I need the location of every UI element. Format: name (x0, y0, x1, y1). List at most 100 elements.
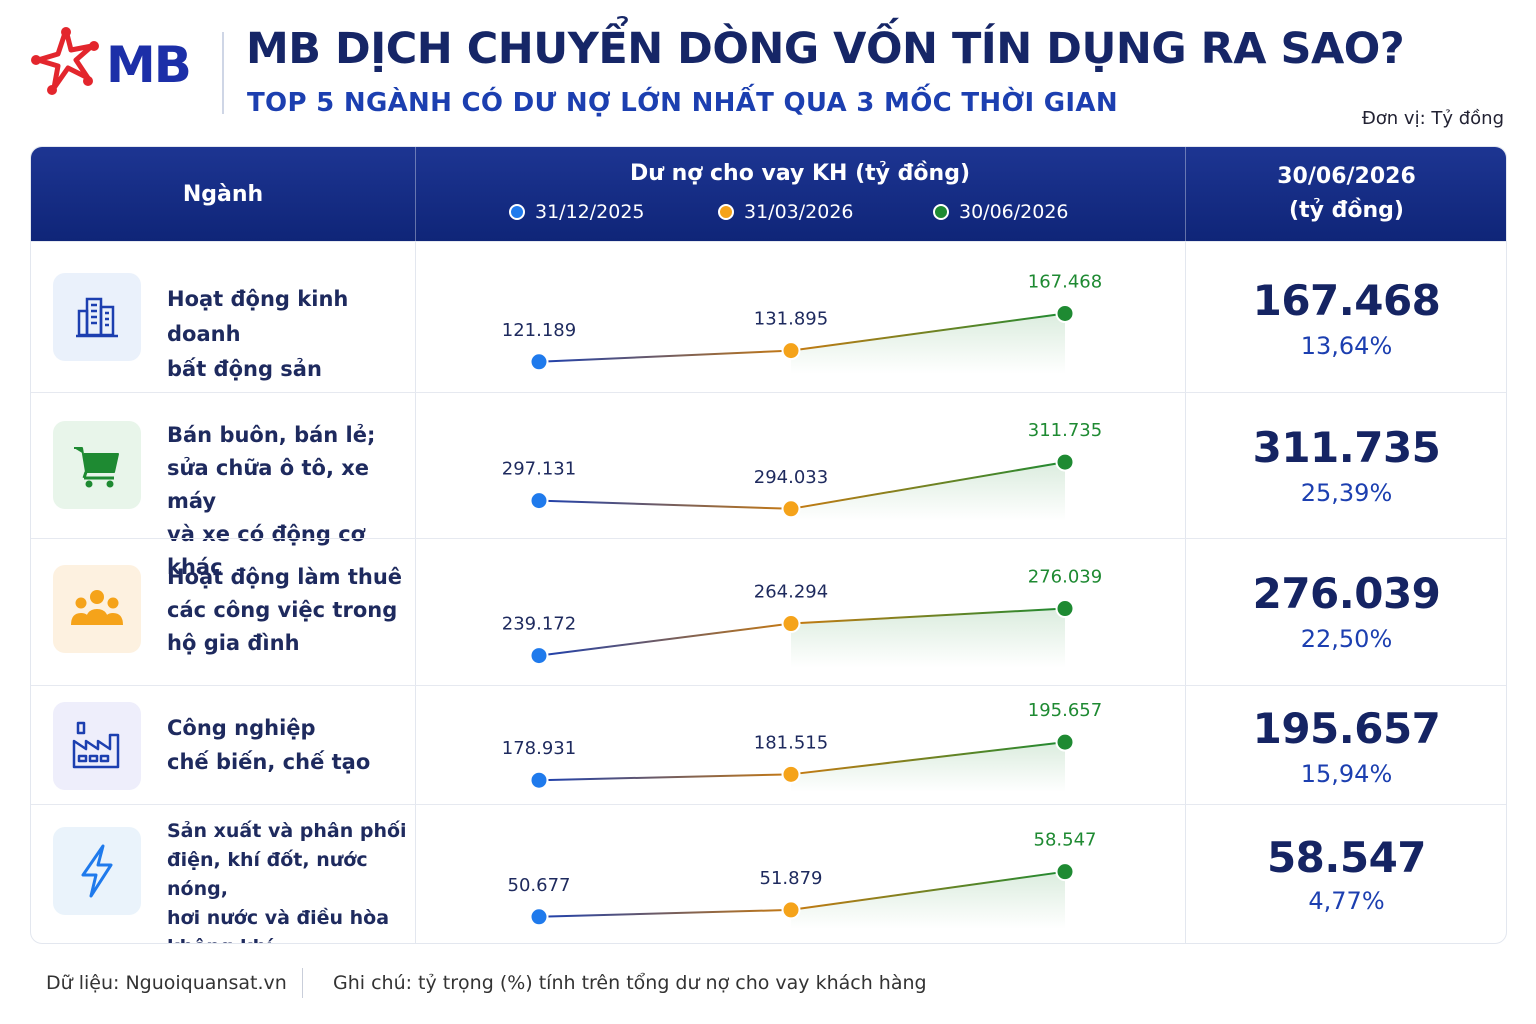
legend-label: 30/06/2026 (959, 201, 1069, 223)
table-row: Hoạt động làm thuê các công việc trong h… (31, 538, 1506, 685)
column-divider (1185, 241, 1186, 943)
sector-label: Sản xuất và phân phối điện, khí đốt, nướ… (167, 817, 412, 943)
header-value-date: 30/06/2026 (1277, 164, 1416, 189)
share-percent: 22,50% (1300, 625, 1393, 653)
sector-label-line: Công nghiệp (167, 716, 316, 740)
sector-icon-box (53, 827, 141, 915)
series-area (791, 608, 1065, 668)
data-point (529, 770, 549, 790)
header-chart: Dư nợ cho vay KH (tỷ đồng) 31/12/2025 31… (415, 147, 1185, 241)
data-point (1055, 732, 1075, 752)
page-title: MB DỊCH CHUYỂN DÒNG VỐN TÍN DỤNG RA SAO? (246, 24, 1405, 74)
sector-label-line: bất động sản (167, 357, 322, 381)
data-point (781, 900, 801, 920)
legend-item-period-3: 30/06/2026 (933, 201, 1069, 223)
header: MB MB DỊCH CHUYỂN DÒNG VỐN TÍN DỤNG RA S… (0, 0, 1536, 140)
header-value: 30/06/2026 (tỷ đồng) (1185, 147, 1506, 241)
latest-value: 195.657 (1252, 704, 1441, 753)
unit-label: Đơn vị: Tỷ đồng (1361, 108, 1504, 129)
sector-icon-box (53, 421, 141, 509)
legend-dot-green (933, 204, 949, 220)
data-label: 276.039 (1028, 567, 1102, 588)
sector-label-line: không khí (167, 933, 412, 943)
source-note: Dữ liệu: Nguoiquansat.vn (46, 972, 287, 994)
series-line-segment (538, 499, 792, 510)
data-label: 58.547 (1034, 830, 1097, 851)
table-row: Sản xuất và phân phối điện, khí đốt, nướ… (31, 804, 1506, 943)
sector-label-line: Hoạt động kinh doanh (167, 287, 349, 346)
sector-label-line: Sản xuất và phân phối (167, 820, 407, 842)
sector-label-line: chế biến, chế tạo (167, 750, 371, 774)
header-value-unit: (tỷ đồng) (1289, 198, 1404, 223)
series-line-segment (538, 349, 792, 363)
series-area (791, 462, 1065, 521)
table-row: Hoạt động kinh doanh bất động sản 167.46… (31, 241, 1506, 392)
data-label: 121.189 (502, 320, 576, 341)
data-label: 51.879 (760, 868, 823, 889)
share-percent: 25,39% (1300, 479, 1393, 507)
chart-legend: 31/12/2025 31/03/2026 30/06/2026 (415, 201, 1185, 225)
data-point (1055, 599, 1075, 619)
data-label: 239.172 (502, 614, 576, 635)
sector-label-line: Hoạt động làm thuê (167, 565, 403, 589)
people-icon (71, 590, 123, 625)
series-area (791, 742, 1065, 793)
logo-text: MB (106, 36, 192, 94)
sector-label: Hoạt động làm thuê các công việc trong h… (167, 561, 407, 660)
data-label: 178.931 (502, 738, 576, 759)
series-line-segment (538, 773, 792, 782)
header-sector: Ngành (182, 181, 264, 207)
lightning-icon (81, 844, 113, 898)
page-subtitle: TOP 5 NGÀNH CÓ DƯ NỢ LỚN NHẤT QUA 3 MỐC … (247, 88, 1118, 118)
sector-label-line: sửa chữa ô tô, xe máy (167, 456, 370, 513)
footer-divider (302, 968, 303, 998)
sector-icon-box (53, 702, 141, 790)
mb-star-logo-icon (31, 27, 99, 95)
legend-label: 31/12/2025 (535, 201, 645, 223)
data-point (1055, 452, 1075, 472)
table-header: Ngành Dư nợ cho vay KH (tỷ đồng) 31/12/2… (31, 147, 1506, 241)
data-point (781, 341, 801, 361)
legend-item-period-2: 31/03/2026 (718, 201, 854, 223)
data-point (529, 907, 549, 927)
sector-label: Hoạt động kinh doanh bất động sản (167, 282, 407, 387)
share-percent: 13,64% (1300, 332, 1393, 360)
sector-icon-box (53, 565, 141, 653)
header-divider (1185, 147, 1186, 241)
data-label: 181.515 (754, 732, 828, 753)
sector-label-line: các công việc trong (167, 598, 398, 622)
data-point (529, 491, 549, 511)
data-label: 294.033 (754, 467, 828, 488)
data-label: 311.735 (1028, 420, 1102, 441)
factory-icon (72, 721, 120, 769)
footnote: Ghi chú: tỷ trọng (%) tính trên tổng dư … (333, 972, 927, 994)
series-line-segment (538, 622, 792, 657)
legend-label: 31/03/2026 (744, 201, 854, 223)
table-row: Công nghiệp chế biến, chế tạo 195.657 15… (31, 685, 1506, 804)
series-line-segment (790, 741, 1066, 776)
header-divider (222, 32, 224, 114)
data-point (781, 499, 801, 519)
sector-label: Bán buôn, bán lẻ; sửa chữa ô tô, xe máy … (167, 419, 407, 584)
sector-label-line: hơi nước và điều hòa (167, 907, 390, 929)
data-label: 131.895 (754, 309, 828, 330)
line-charts: 121.189 131.895 167.468 297.131 294.033 311.7… (502, 271, 1102, 929)
legend-dot-blue (509, 204, 525, 220)
share-percent: 15,94% (1300, 760, 1393, 788)
legend-item-period-1: 31/12/2025 (509, 201, 645, 223)
sector-label: Công nghiệp chế biến, chế tạo (167, 711, 407, 779)
data-label: 50.677 (508, 875, 571, 896)
building-icon (76, 297, 118, 338)
latest-value: 58.547 (1266, 833, 1427, 882)
latest-value: 276.039 (1252, 569, 1441, 618)
table-row: Bán buôn, bán lẻ; sửa chữa ô tô, xe máy … (31, 392, 1506, 579)
series-line-segment (790, 461, 1066, 510)
data-label: 264.294 (754, 582, 828, 603)
data-point (1055, 862, 1075, 882)
data-point (781, 614, 801, 634)
sector-label-line: Bán buôn, bán lẻ; (167, 423, 376, 447)
chart-title: Dư nợ cho vay KH (tỷ đồng) (629, 161, 971, 186)
series-area (791, 313, 1065, 374)
data-label: 297.131 (502, 459, 576, 480)
mb-logo: MB (30, 26, 205, 96)
